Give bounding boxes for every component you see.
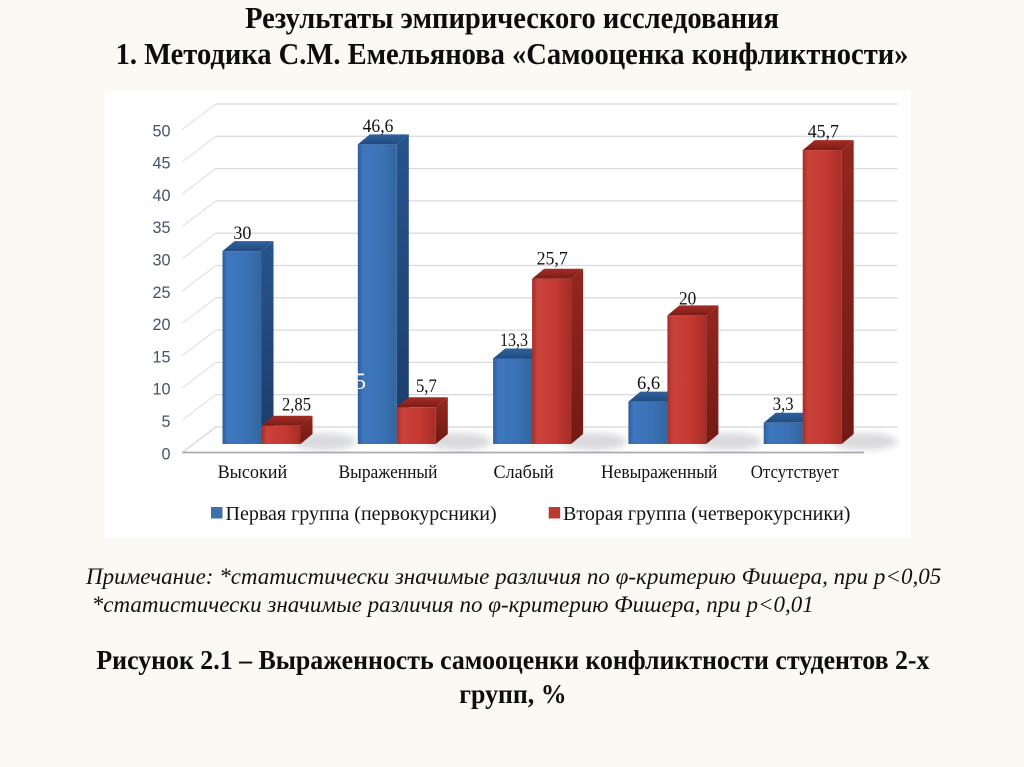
- svg-text:30: 30: [152, 252, 170, 270]
- svg-text:25,7: 25,7: [537, 249, 568, 270]
- svg-text:Вторая группа (четверокурсники: Вторая группа (четверокурсники): [563, 503, 850, 525]
- svg-text:5,7: 5,7: [416, 376, 437, 397]
- svg-text:35: 35: [152, 219, 170, 237]
- svg-text:46,6: 46,6: [363, 116, 394, 137]
- svg-text:Выраженный: Выраженный: [339, 462, 438, 483]
- svg-text:50: 50: [152, 122, 170, 140]
- svg-text:5: 5: [354, 369, 366, 394]
- svg-text:10: 10: [152, 381, 170, 399]
- svg-text:15: 15: [152, 348, 170, 366]
- svg-text:45,7: 45,7: [808, 122, 839, 143]
- svg-text:Высокий: Высокий: [218, 462, 288, 483]
- svg-text:3,3: 3,3: [773, 394, 794, 415]
- svg-text:2,85: 2,85: [282, 395, 311, 416]
- svg-text:20: 20: [679, 289, 696, 310]
- svg-text:30: 30: [233, 223, 251, 244]
- svg-text:40: 40: [152, 187, 170, 205]
- svg-text:5: 5: [161, 413, 170, 431]
- svg-text:0: 0: [161, 445, 170, 463]
- svg-text:13,3: 13,3: [500, 330, 528, 351]
- svg-text:Первая группа (первокурсники): Первая группа (первокурсники): [226, 503, 497, 525]
- svg-text:Слабый: Слабый: [494, 462, 554, 483]
- svg-text:20: 20: [152, 316, 170, 334]
- svg-text:45: 45: [152, 155, 170, 173]
- svg-text:25: 25: [152, 284, 170, 302]
- svg-text:Невыраженный: Невыраженный: [601, 462, 717, 483]
- svg-text:Отсутствует: Отсутствует: [751, 462, 840, 483]
- svg-text:6,6: 6,6: [637, 373, 660, 394]
